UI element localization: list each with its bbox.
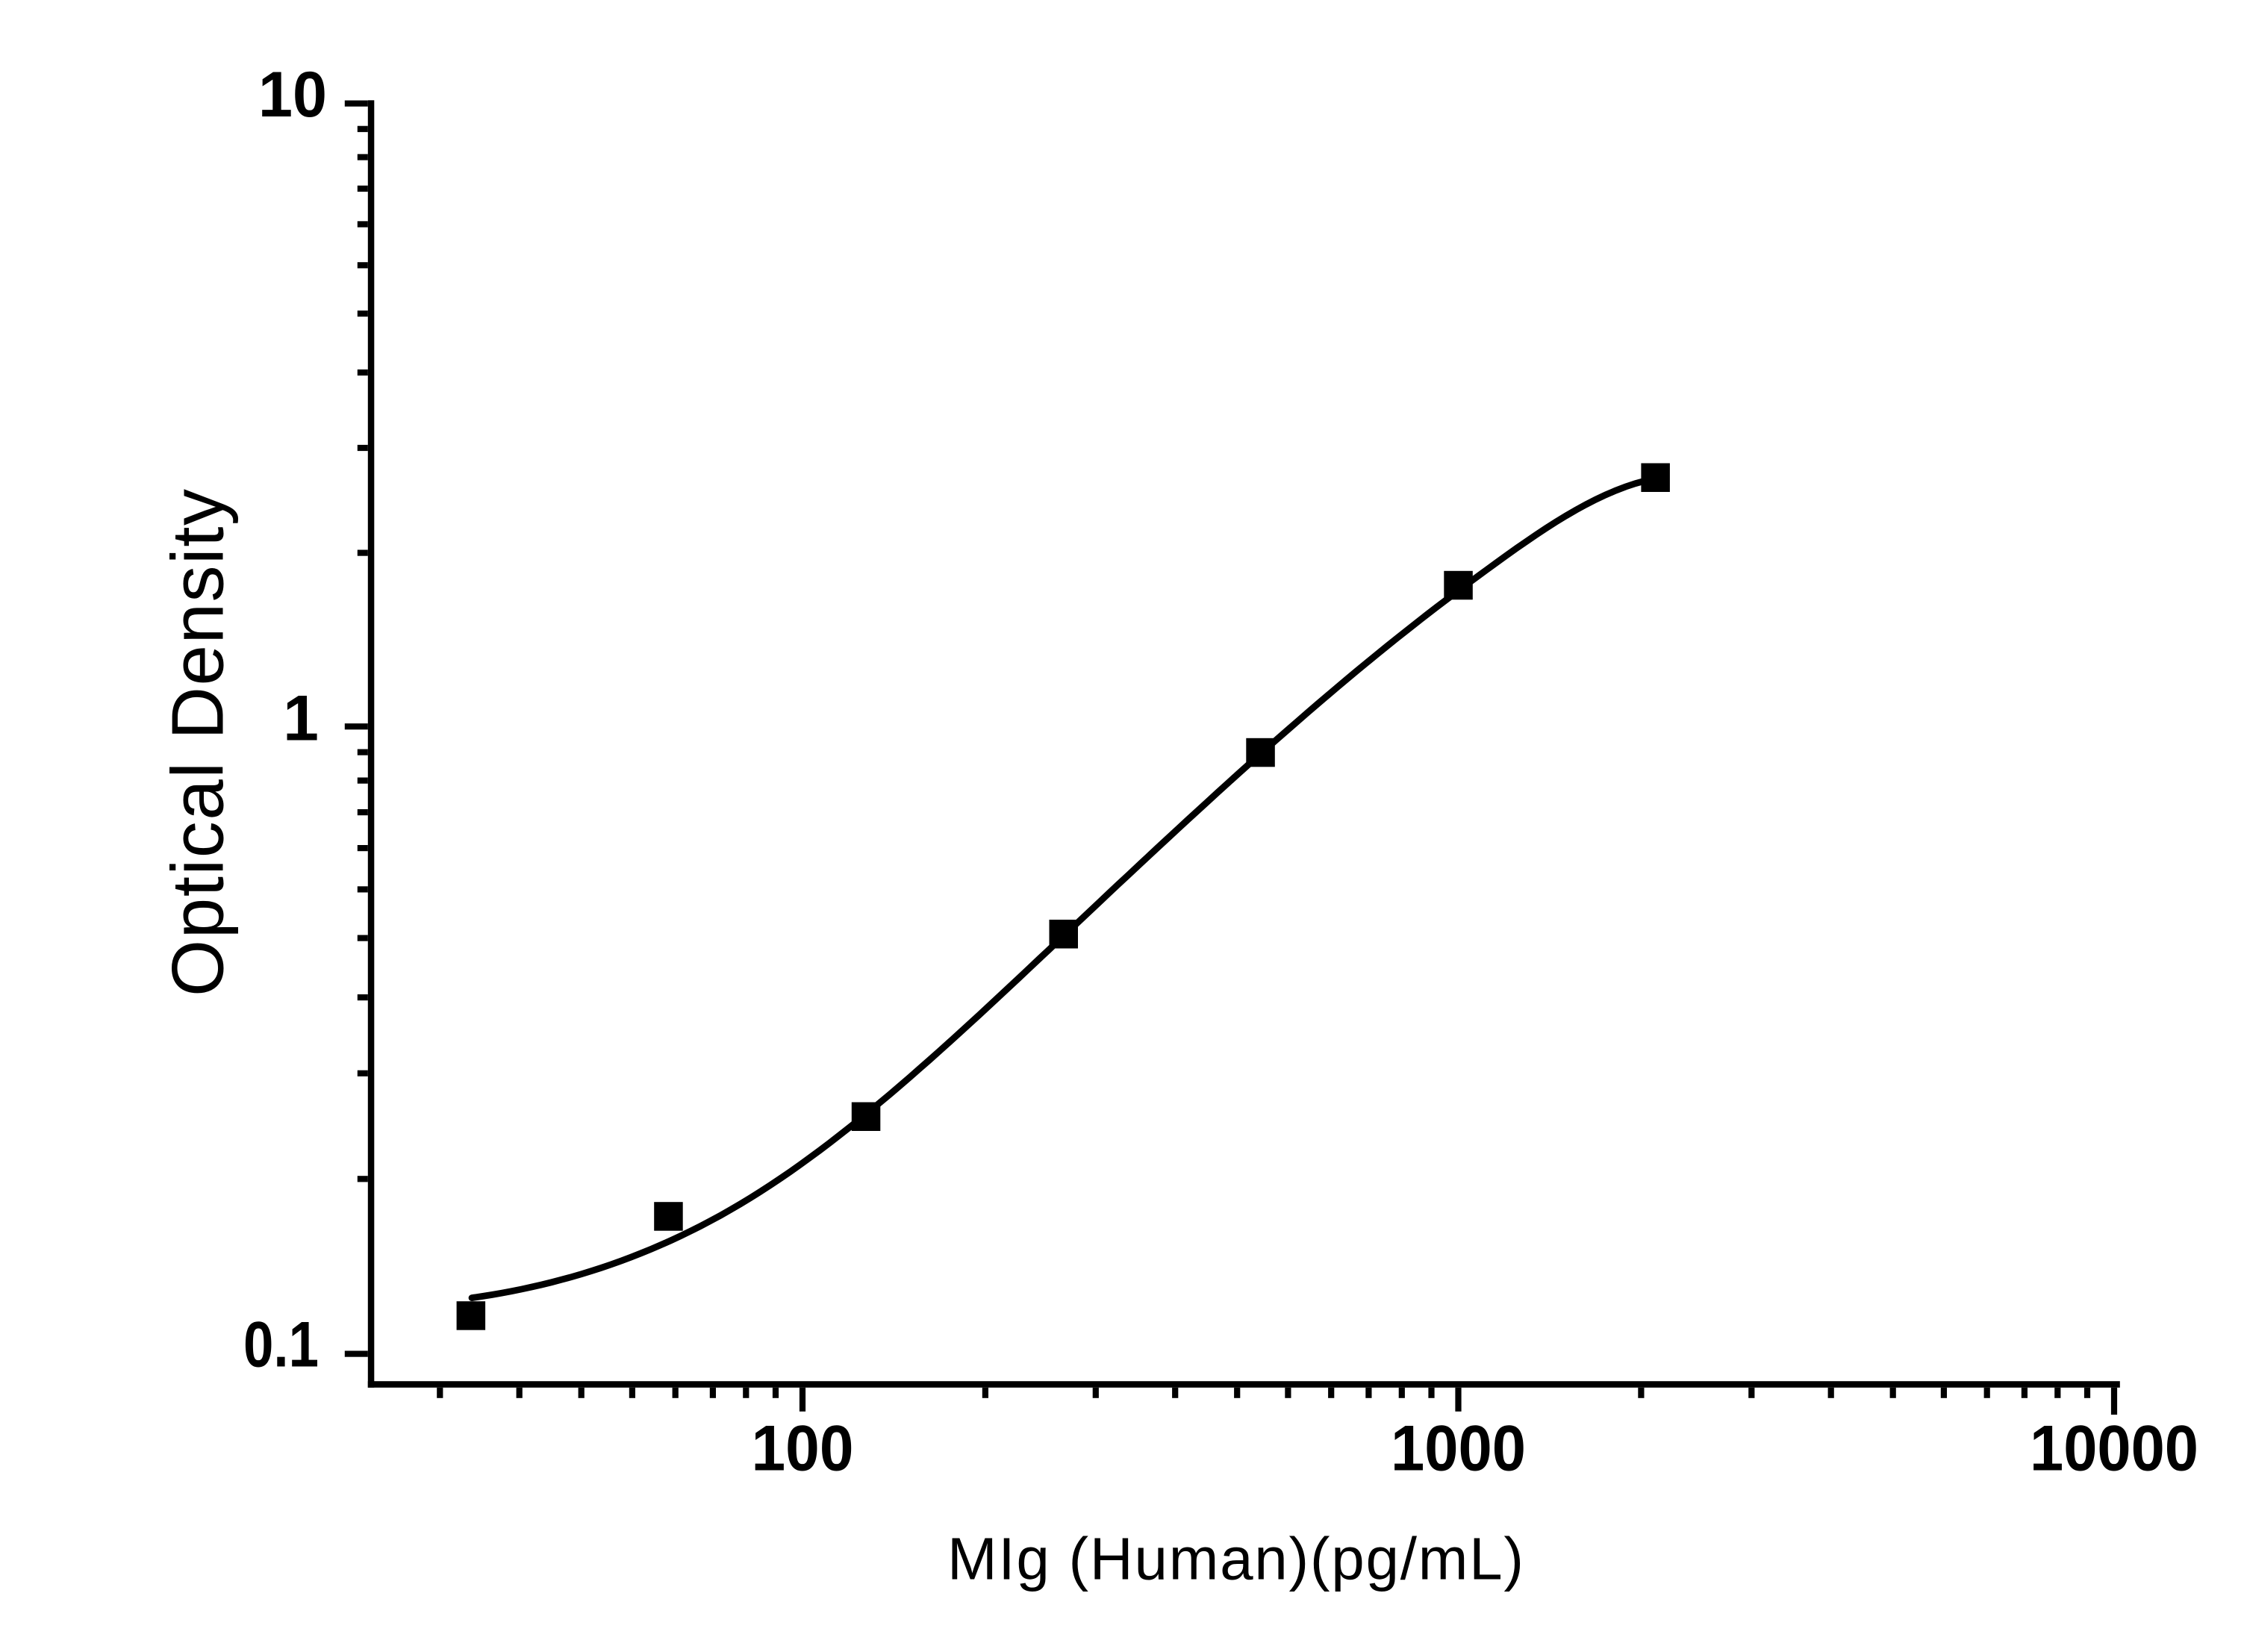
svg-text:1000: 1000 (1391, 1412, 1526, 1484)
svg-text:10000: 10000 (2030, 1412, 2198, 1484)
svg-text:1: 1 (283, 683, 319, 755)
svg-text:100: 100 (752, 1412, 854, 1484)
svg-text:MIg (Human)(pg/mL): MIg (Human)(pg/mL) (947, 1526, 1524, 1592)
svg-text:10: 10 (258, 59, 327, 131)
svg-text:0.1: 0.1 (243, 1309, 319, 1380)
svg-text:Optical Density: Optical Density (157, 489, 239, 997)
